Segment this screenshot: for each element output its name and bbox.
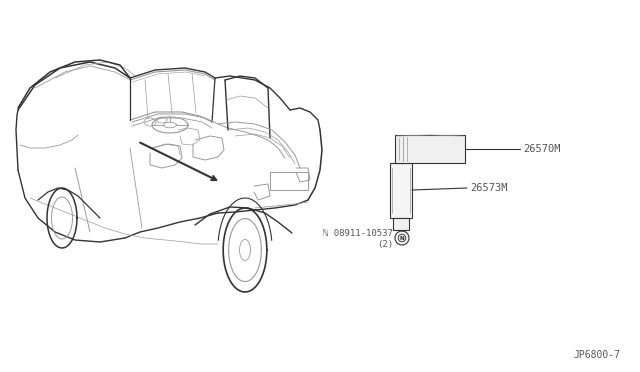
Circle shape <box>395 231 409 245</box>
Text: ℕ 08911-10537
(2): ℕ 08911-10537 (2) <box>323 229 393 249</box>
Bar <box>390 163 412 218</box>
Bar <box>395 135 465 163</box>
Bar <box>270 172 308 190</box>
Text: 26573M: 26573M <box>470 183 508 193</box>
Circle shape <box>398 234 406 242</box>
Text: 26570M: 26570M <box>523 144 561 154</box>
Text: N: N <box>400 235 404 241</box>
Text: JP6800-7: JP6800-7 <box>574 350 621 360</box>
Bar <box>393 218 409 230</box>
